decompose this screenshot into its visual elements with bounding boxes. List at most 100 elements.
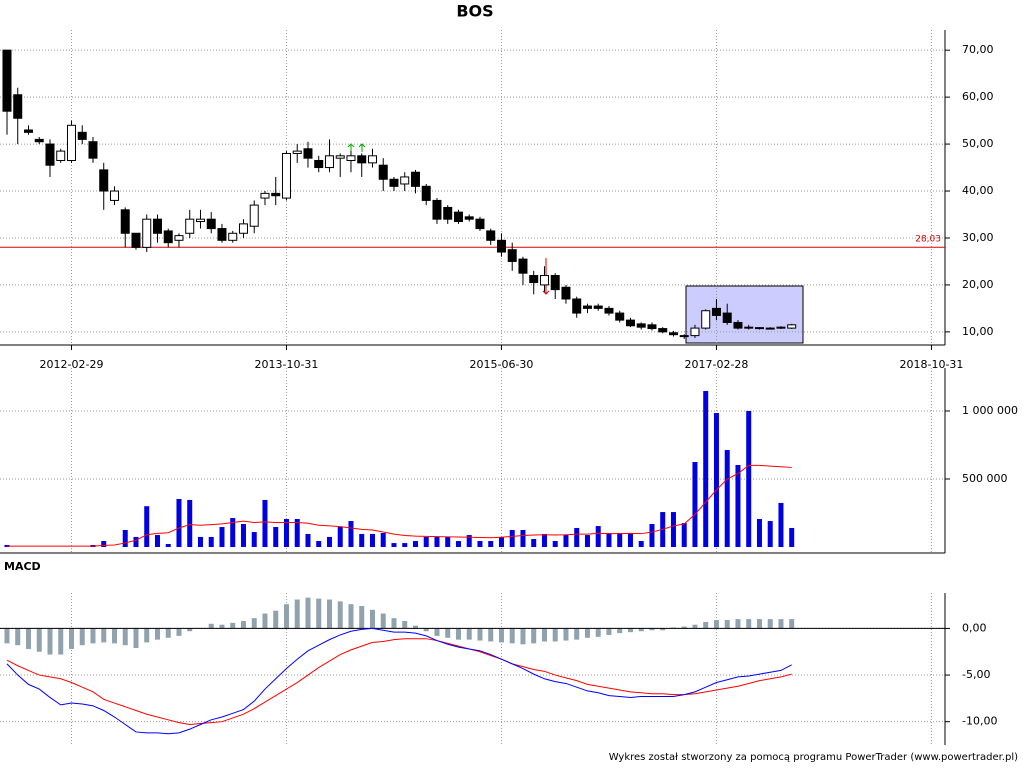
volume-bar <box>230 518 236 548</box>
histogram-bar <box>219 624 225 629</box>
volume-bar <box>746 410 752 548</box>
candle-body <box>529 275 539 284</box>
candle-body <box>109 190 119 201</box>
x-tick-label: 2017-02-28 <box>684 358 748 371</box>
volume-bar <box>337 527 343 548</box>
volume-bar <box>778 502 784 548</box>
volume-bar <box>595 526 601 548</box>
y-tick-label: 50,00 <box>962 137 994 150</box>
histogram-bar <box>509 628 515 644</box>
volume-bar <box>348 521 354 548</box>
volume-bar <box>369 533 375 548</box>
panel-title: MACD <box>4 560 41 573</box>
candle-body <box>378 164 388 180</box>
volume-bar <box>488 541 494 548</box>
histogram-bar <box>316 598 322 629</box>
volume-average <box>6 464 792 547</box>
y-tick-label: 20,00 <box>962 278 994 291</box>
candle-body <box>690 327 700 337</box>
candle-body <box>604 307 614 314</box>
volume-bar <box>466 535 472 548</box>
volume-bar <box>584 535 590 548</box>
volume-bar <box>445 536 451 548</box>
histogram-bar <box>563 628 569 641</box>
candle-body <box>152 218 162 234</box>
candle-body <box>281 152 291 199</box>
y-tick-label: 10,00 <box>962 325 994 338</box>
histogram-bar <box>746 619 752 629</box>
y-tick-label: -10,00 <box>962 715 997 728</box>
candle-body <box>765 327 775 330</box>
histogram-bar <box>584 628 590 638</box>
histogram-bar <box>68 628 74 649</box>
candle-body <box>314 160 324 169</box>
volume-bar <box>498 536 504 548</box>
histogram-bar <box>531 628 537 644</box>
histogram-bar <box>154 628 160 640</box>
histogram-bar <box>412 625 418 629</box>
volume-bar <box>477 541 483 548</box>
candle-body <box>195 218 205 223</box>
candle-body <box>496 239 506 253</box>
histogram-bar <box>36 628 42 652</box>
histogram-bar <box>47 628 53 655</box>
signal-line <box>6 638 792 725</box>
candle-body <box>2 49 12 112</box>
candle-body <box>625 319 635 327</box>
candle-body <box>550 275 560 291</box>
candle-body <box>228 232 238 241</box>
volume-bar <box>294 518 300 548</box>
volume-bar <box>606 533 612 548</box>
histogram-bar <box>262 613 268 629</box>
histogram-bar <box>735 619 741 629</box>
candle-body <box>346 155 356 162</box>
candle-body <box>142 218 152 248</box>
volume-bar <box>423 536 429 548</box>
candle-body <box>421 185 431 201</box>
volume-bar <box>713 413 719 548</box>
volume-bar <box>305 533 311 548</box>
candle-body <box>432 199 442 220</box>
y-tick-label: 40,00 <box>962 184 994 197</box>
histogram-bar <box>692 624 698 629</box>
volume-bar <box>724 450 730 548</box>
histogram-bar <box>348 604 354 629</box>
candle-body <box>701 310 711 329</box>
candle-body <box>45 143 55 166</box>
histogram-bar <box>101 628 107 643</box>
candle-body <box>66 124 76 162</box>
candle-body <box>185 218 195 234</box>
histogram-bar <box>111 628 117 644</box>
volume-bar <box>692 461 698 548</box>
x-tick-label: 2013-10-31 <box>255 358 319 371</box>
histogram-bar <box>251 618 257 629</box>
candle-body <box>733 321 743 329</box>
histogram-bar <box>703 621 709 629</box>
histogram-bar <box>466 628 472 640</box>
histogram-bar <box>79 628 85 646</box>
histogram-bar <box>144 628 150 643</box>
histogram-bar <box>25 628 31 649</box>
candle-body <box>335 155 345 159</box>
candle-body <box>647 324 657 330</box>
histogram-bar <box>445 628 451 638</box>
volume-bar <box>122 530 128 548</box>
histogram-bar <box>488 628 494 642</box>
y-tick-label: 0,00 <box>962 621 987 634</box>
candle-body <box>722 312 732 323</box>
candle-body <box>324 155 334 169</box>
y-tick-label: 60,00 <box>962 90 994 103</box>
candle-body <box>271 192 281 197</box>
volume-bar <box>4 544 10 548</box>
candle-body <box>389 178 399 187</box>
histogram-bar <box>391 618 397 629</box>
candle-body <box>572 298 582 314</box>
histogram-bar <box>165 628 171 638</box>
volume-bar <box>617 533 623 548</box>
volume-bar <box>520 530 526 548</box>
candle-body <box>88 141 98 159</box>
histogram-bar <box>627 628 633 633</box>
volume-bar <box>165 544 171 548</box>
volume-bar <box>251 532 257 548</box>
histogram-bar <box>423 628 429 632</box>
